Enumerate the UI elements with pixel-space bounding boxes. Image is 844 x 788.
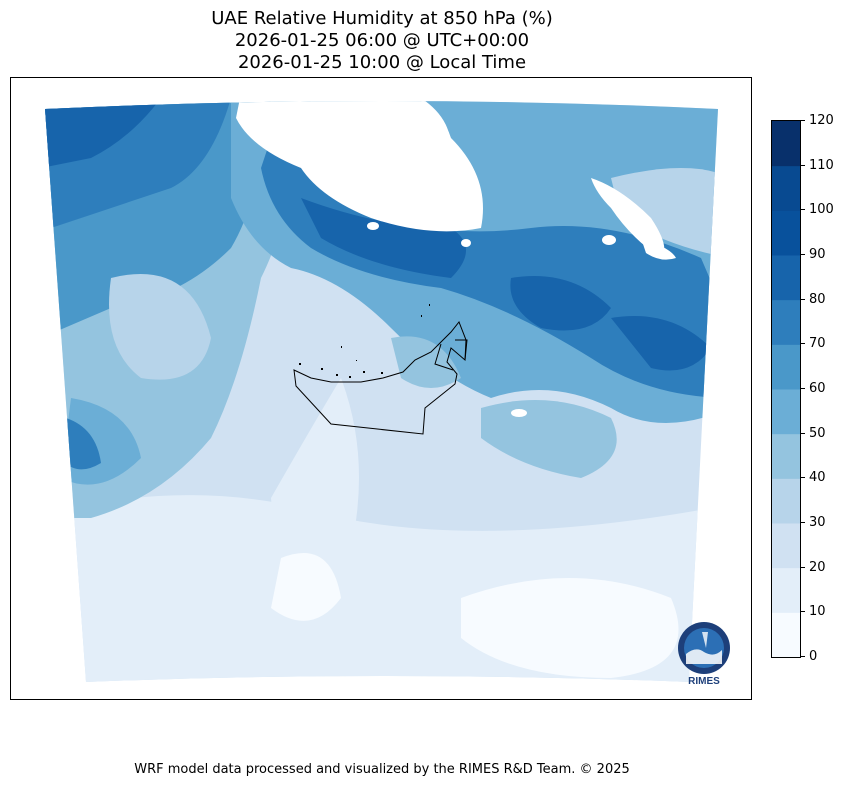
rimes-emblem-icon bbox=[678, 622, 730, 674]
tick-mark bbox=[800, 388, 805, 389]
tick-text: 120 bbox=[809, 113, 834, 128]
colorbar-tick-label: 80 bbox=[800, 291, 826, 307]
tick-mark bbox=[800, 209, 805, 211]
colorbar-tick-label: 50 bbox=[800, 425, 826, 441]
tick-mark bbox=[800, 522, 805, 523]
tick-text: 40 bbox=[809, 470, 826, 486]
rimes-logo: RIMES bbox=[674, 618, 734, 688]
tick-mark bbox=[800, 656, 805, 657]
colorbar-tick-label: 70 bbox=[800, 337, 826, 351]
local-time-subtitle: 2026-01-25 10:00 @ Local Time bbox=[237, 52, 527, 73]
tick-text: 50 bbox=[809, 425, 826, 441]
uae-border bbox=[293, 321, 468, 435]
colorbar bbox=[771, 120, 801, 658]
colorbar-tick-label: 30 bbox=[800, 516, 826, 530]
tick-text: 30 bbox=[809, 515, 826, 530]
tick-text: 80 bbox=[809, 291, 826, 307]
colorbar-swatches bbox=[772, 121, 800, 657]
tick-text: 110 bbox=[809, 157, 834, 173]
rimes-logo-text: RIMES bbox=[688, 676, 720, 687]
colorbar-tick-label: 60 bbox=[800, 382, 826, 396]
colorbar-tick-label: 20 bbox=[800, 559, 826, 575]
colorbar-swatch bbox=[772, 210, 800, 256]
colorbar-swatch bbox=[772, 255, 800, 301]
tick-text: 10 bbox=[809, 604, 826, 620]
colorbar-swatch bbox=[772, 389, 800, 435]
uae-islands bbox=[299, 304, 430, 378]
colorbar-tick-label: 120 bbox=[800, 114, 834, 128]
tick-text: 70 bbox=[809, 336, 826, 352]
footer-credit: WRF model data processed and visualized … bbox=[134, 762, 630, 777]
map-frame bbox=[10, 77, 752, 700]
tick-mark bbox=[800, 477, 805, 479]
tick-mark bbox=[800, 120, 805, 121]
colorbar-tick-label: 40 bbox=[800, 471, 826, 485]
map-title: UAE Relative Humidity at 850 hPa (%) bbox=[211, 8, 553, 29]
tick-text: 60 bbox=[809, 381, 826, 396]
humidity-field bbox=[45, 101, 718, 682]
utc-time-subtitle: 2026-01-25 06:00 @ UTC+00:00 bbox=[234, 30, 530, 51]
tick-text: 100 bbox=[809, 202, 834, 218]
colorbar-tick-label: 0 bbox=[800, 650, 817, 664]
colorbar-swatch bbox=[772, 612, 800, 657]
tick-mark bbox=[800, 432, 805, 434]
colorbar-tick-label: 110 bbox=[800, 157, 834, 173]
colorbar-swatch bbox=[772, 567, 800, 613]
colorbar-swatch bbox=[772, 433, 800, 479]
colorbar-tick-label: 90 bbox=[800, 248, 826, 262]
colorbar-swatch bbox=[772, 299, 800, 345]
colorbar-swatch bbox=[772, 344, 800, 390]
colorbar-swatch bbox=[772, 523, 800, 569]
tick-mark bbox=[800, 164, 805, 166]
humidity-map bbox=[45, 101, 718, 682]
tick-mark bbox=[800, 298, 805, 300]
tick-text: 0 bbox=[809, 649, 818, 664]
tick-mark bbox=[800, 343, 805, 345]
tick-text: 90 bbox=[809, 247, 826, 262]
tick-mark bbox=[800, 566, 805, 568]
colorbar-swatch bbox=[772, 121, 800, 167]
colorbar-swatch bbox=[772, 165, 800, 211]
colorbar-tick-label: 100 bbox=[800, 203, 834, 217]
tick-text: 20 bbox=[809, 559, 826, 575]
tick-mark bbox=[800, 254, 805, 255]
colorbar-swatch bbox=[772, 478, 800, 524]
tick-mark bbox=[800, 611, 805, 613]
colorbar-tick-label: 10 bbox=[800, 605, 826, 619]
